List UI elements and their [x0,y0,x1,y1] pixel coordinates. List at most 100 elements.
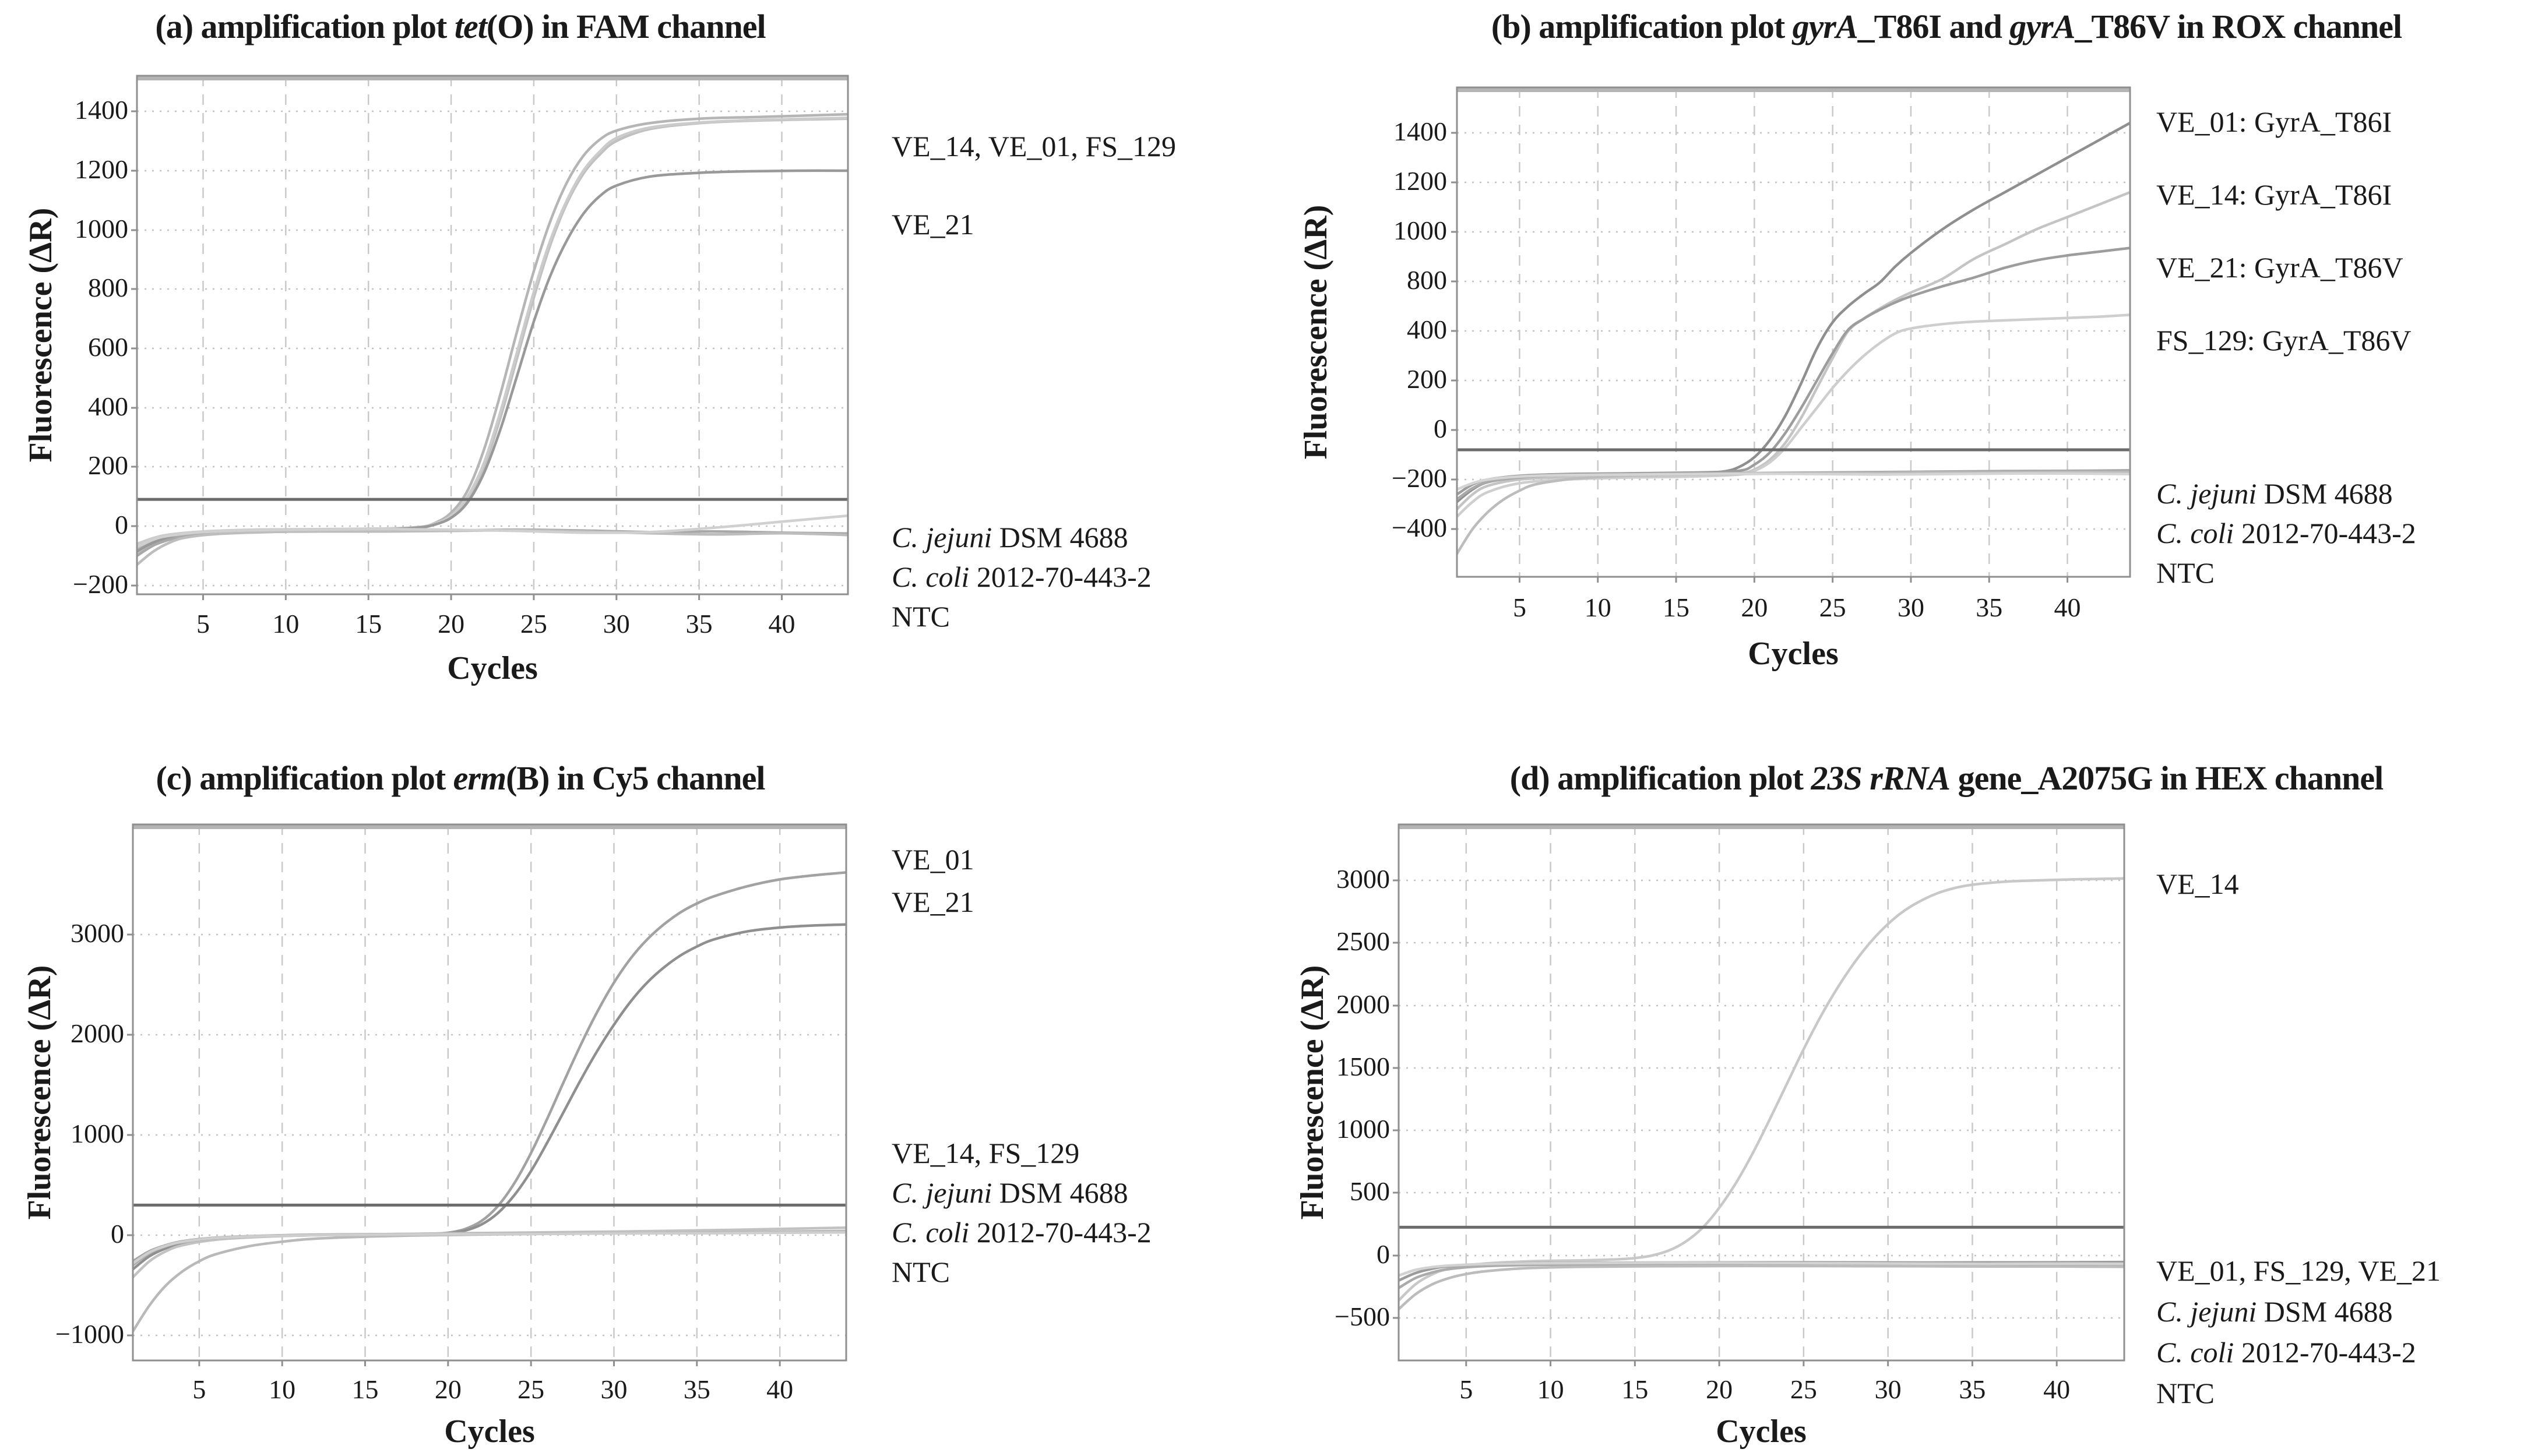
legend-item-ve-14: VE_14 [2156,868,2239,900]
legend-item-ntc: NTC [2156,1376,2215,1410]
plot-background [1457,87,2130,577]
legend-text-part: DSM 4688 [2257,477,2393,510]
legend-item-ve-14-gyra-t86i: VE_14: GyrA_T86I [2156,178,2392,211]
y-tick-label: −1000 [55,1319,124,1349]
y-tick-label: 2000 [71,1018,124,1048]
legend-text-part: 2012-70-443-2 [2234,1336,2416,1369]
y-tick-label: 200 [1407,364,1447,394]
x-tick-label: 40 [2043,1374,2071,1404]
x-tick-label: 30 [1897,593,1924,622]
x-tick-label: 30 [603,609,630,639]
panel-c-plot [127,823,847,1366]
legend-item-c-jejuni-dsm-4688: C. jejuni DSM 4688 [892,520,1128,554]
legend-text-part: 2012-70-443-2 [969,1216,1152,1249]
legend-text-part: DSM 4688 [992,521,1128,554]
x-tick-label: 35 [1976,593,2003,622]
y-tick-label: 200 [88,450,128,480]
plot-background [133,824,846,1360]
title-part: 23S rRNA [1811,759,1951,797]
legend-item-ve-21: VE_21 [892,886,974,918]
x-tick-label: 25 [1819,593,1846,622]
y-tick-label: 0 [1434,414,1447,443]
legend-item-ve-01-gyra-t86i: VE_01: GyrA_T86I [2156,105,2392,138]
y-tick-label: 0 [1377,1239,1390,1269]
y-tick-label: 0 [115,510,128,540]
title-part: erm [453,759,506,797]
panel-d-title: (d) amplification plot 23S rRNA gene_A20… [1393,759,2500,798]
x-tick-label: 20 [438,609,465,639]
series-ntc [137,514,848,548]
x-tick-label: 20 [434,1374,462,1404]
legend-text-part: C. coli [2156,517,2234,549]
legend-text-part: C. jejuni [2156,1295,2257,1328]
title-part: (a) amplification plot [155,8,455,45]
title-part: tet [454,8,487,45]
legend-item-c-coli-2012-70-443-2: C. coli 2012-70-443-2 [892,1215,1152,1249]
panel-a-x-axis-label: Cycles [447,650,538,686]
legend-text-part: C. coli [892,1216,970,1249]
y-tick-label: 1000 [1393,216,1447,245]
y-tick-label: 800 [88,273,128,302]
y-tick-label: 800 [1407,265,1447,295]
legend-item-c-jejuni-dsm-4688: C. jejuni DSM 4688 [2156,1295,2393,1328]
title-part: gyrA [2009,8,2075,45]
y-tick-label: 1500 [1336,1052,1390,1081]
y-tick-label: 400 [88,392,128,421]
x-tick-label: 10 [1584,593,1611,622]
legend-text-part: C. coli [2156,1336,2234,1369]
y-tick-label: 1000 [71,1119,124,1148]
legend-item-ve-21-gyra-t86v: VE_21: GyrA_T86V [2156,251,2403,284]
y-tick-label: 1000 [75,214,128,244]
legend-text-part: DSM 4688 [992,1176,1128,1209]
title-part: (c) amplification plot [156,759,453,797]
x-tick-label: 15 [351,1374,379,1404]
legend-item-fs-129-gyra-t86v: FS_129: GyrA_T86V [2156,324,2412,357]
legend-text-part: 2012-70-443-2 [2234,517,2416,549]
plot-background [1399,824,2124,1360]
x-tick-label: 5 [1512,593,1526,622]
panel-d-plot [1393,823,2125,1366]
legend-text-part: C. jejuni [2156,477,2257,510]
title-part: (B) in Cy5 channel [506,759,765,797]
legend-item-ve-21: VE_21 [892,208,974,241]
legend-text-part: C. jejuni [892,521,992,554]
series-ntc [1399,1261,2124,1277]
series-c-coli-2012-70-443-2 [1399,1264,2124,1311]
y-tick-label: −500 [1335,1302,1390,1331]
x-tick-label: 15 [1663,593,1690,622]
series-ntc [133,1231,846,1265]
x-tick-label: 35 [683,1374,710,1404]
legend-item-c-coli-2012-70-443-2: C. coli 2012-70-443-2 [2156,1335,2416,1369]
panel-c-y-axis-label: Fluorescence (ΔR) [22,965,58,1220]
x-tick-label: 5 [1459,1374,1473,1404]
legend-text-part: NTC [892,600,950,633]
title-part: (O) in FAM channel [486,8,766,45]
x-tick-label: 30 [600,1374,628,1404]
legend-item-ve-14-fs-129: VE_14, FS_129 [892,1136,1079,1170]
panel-d-x-axis-label: Cycles [1716,1413,1807,1450]
y-tick-label: 600 [88,332,128,362]
x-tick-label: 25 [520,609,547,639]
title-part: gene_A2075G in HEX channel [1950,759,2384,797]
y-tick-label: −400 [1392,513,1447,542]
legend-text-part: NTC [2156,1377,2215,1409]
plot-border [132,823,847,1362]
x-tick-label: 10 [272,609,300,639]
y-tick-label: 500 [1350,1176,1390,1206]
panel-b-plot [1451,86,2131,583]
x-tick-label: 40 [768,609,795,639]
y-tick-label: 3000 [71,918,124,948]
legend-item-ve-01: VE_01 [892,843,974,876]
panel-b-title: (b) amplification plot gyrA_T86I and gyr… [1393,7,2500,46]
y-tick-label: 1200 [1393,166,1447,196]
legend-text-part: C. jejuni [892,1176,992,1209]
x-tick-label: 10 [1537,1374,1564,1404]
series-ve-14 [1399,877,2124,1302]
x-tick-label: 5 [196,609,210,639]
y-tick-label: 2000 [1336,989,1390,1019]
x-tick-label: 40 [766,1374,794,1404]
legend-item-c-coli-2012-70-443-2: C. coli 2012-70-443-2 [892,560,1152,594]
plot-border [136,75,849,595]
panel-a-title: (a) amplification plot tet(O) in FAM cha… [52,7,868,46]
